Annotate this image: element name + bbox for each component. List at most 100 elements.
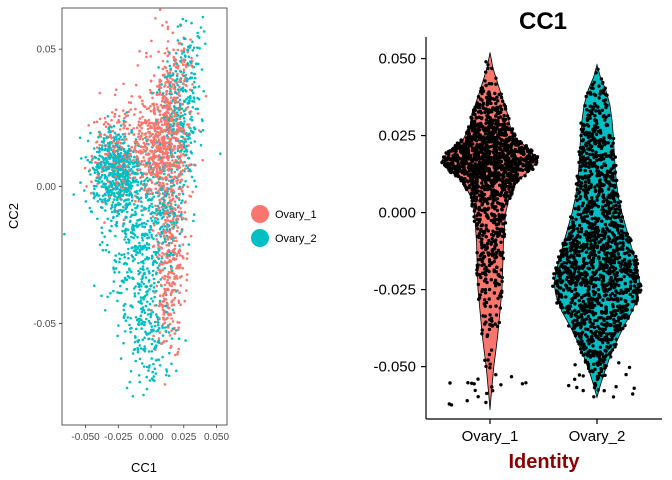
scatter-point bbox=[156, 123, 159, 126]
scatter-point bbox=[164, 292, 168, 296]
violin-point bbox=[485, 184, 489, 188]
scatter-point bbox=[89, 131, 92, 135]
scatter-point bbox=[193, 127, 197, 131]
scatter-point bbox=[146, 127, 150, 131]
scatter-point bbox=[179, 284, 183, 287]
scatter-point bbox=[176, 218, 179, 221]
violin-point bbox=[487, 137, 491, 142]
scatter-point bbox=[90, 154, 94, 158]
scatter-point bbox=[171, 31, 175, 35]
scatter-point bbox=[126, 172, 130, 175]
scatter-point bbox=[189, 195, 193, 198]
scatter-point bbox=[140, 310, 144, 314]
violin-point bbox=[476, 258, 480, 262]
scatter-point bbox=[131, 305, 134, 309]
scatter-point bbox=[130, 213, 134, 217]
scatter-point bbox=[183, 201, 187, 204]
scatter-point bbox=[155, 289, 158, 293]
scatter-point bbox=[126, 114, 130, 117]
scatter-point bbox=[168, 103, 171, 107]
scatter-point bbox=[192, 213, 196, 216]
scatter-point bbox=[168, 231, 171, 234]
scatter-point bbox=[173, 111, 176, 115]
violin-point bbox=[487, 170, 492, 174]
scatter-point bbox=[134, 210, 137, 214]
violin-point bbox=[472, 209, 477, 213]
violin-point bbox=[469, 174, 473, 179]
scatter-point bbox=[167, 169, 170, 172]
violin-point bbox=[524, 381, 528, 385]
scatter-point bbox=[184, 167, 187, 170]
scatter-point bbox=[177, 326, 180, 329]
scatter-point bbox=[157, 157, 161, 161]
scatter-point bbox=[114, 260, 118, 264]
scatter-point bbox=[149, 217, 153, 220]
violin-point bbox=[485, 268, 489, 272]
scatter-point bbox=[189, 234, 193, 238]
scatter-point bbox=[140, 247, 143, 251]
violin-point bbox=[475, 191, 479, 195]
scatter-point bbox=[197, 85, 201, 88]
scatter-point bbox=[123, 152, 126, 156]
scatter-point bbox=[99, 135, 103, 138]
scatter-point bbox=[182, 71, 186, 74]
scatter-point bbox=[158, 331, 161, 334]
scatter-point bbox=[163, 65, 167, 69]
scatter-point bbox=[137, 132, 140, 135]
scatter-point bbox=[125, 187, 128, 190]
scatter-point bbox=[166, 238, 170, 241]
violin-point bbox=[484, 60, 488, 64]
scatter-point bbox=[63, 232, 66, 236]
violin-point bbox=[504, 133, 509, 137]
scatter-point bbox=[123, 112, 127, 116]
scatter-point bbox=[141, 137, 145, 141]
scatter-point bbox=[165, 177, 169, 180]
scatter-point bbox=[158, 299, 162, 303]
scatter-point bbox=[127, 169, 131, 172]
scatter-point bbox=[186, 185, 189, 188]
violin-point bbox=[480, 190, 484, 195]
scatter-point bbox=[158, 110, 161, 113]
scatter-point bbox=[131, 259, 135, 263]
violin-point bbox=[617, 231, 621, 235]
scatter-point bbox=[141, 276, 144, 280]
scatter-point bbox=[119, 167, 122, 170]
scatter-point bbox=[145, 135, 148, 139]
scatter-point bbox=[174, 159, 178, 163]
scatter-point bbox=[184, 89, 188, 93]
scatter-point bbox=[113, 112, 117, 116]
scatter-point bbox=[108, 195, 111, 198]
scatter-point bbox=[187, 96, 190, 99]
scatter-point bbox=[128, 162, 131, 166]
scatter-point bbox=[98, 243, 102, 246]
scatter-point bbox=[169, 100, 173, 103]
scatter-point bbox=[134, 199, 137, 203]
scatter-point bbox=[107, 162, 111, 166]
scatter-point bbox=[122, 308, 126, 312]
violin-point bbox=[530, 149, 534, 153]
scatter-point bbox=[166, 27, 170, 31]
violin-point bbox=[506, 122, 510, 126]
scatter-point bbox=[127, 247, 130, 251]
scatter-point bbox=[152, 102, 155, 106]
violin-point bbox=[450, 147, 455, 152]
scatter-point bbox=[107, 146, 111, 149]
scatter-point bbox=[153, 347, 156, 351]
scatter-point bbox=[116, 145, 120, 149]
scatter-point bbox=[163, 383, 167, 386]
scatter-point bbox=[111, 201, 115, 204]
scatter-point bbox=[155, 167, 159, 171]
scatter-point bbox=[142, 282, 145, 286]
scatter-point bbox=[107, 250, 111, 254]
scatter-point bbox=[182, 145, 186, 149]
violin-point bbox=[470, 381, 474, 385]
scatter-point bbox=[143, 345, 146, 348]
violin-point bbox=[619, 288, 623, 292]
scatter-point bbox=[183, 299, 186, 303]
scatter-point bbox=[169, 67, 172, 71]
violin-point bbox=[483, 322, 487, 326]
scatter-point bbox=[138, 129, 141, 132]
scatter-point bbox=[138, 344, 141, 347]
scatter-point bbox=[177, 173, 181, 177]
violin-point bbox=[513, 166, 518, 170]
